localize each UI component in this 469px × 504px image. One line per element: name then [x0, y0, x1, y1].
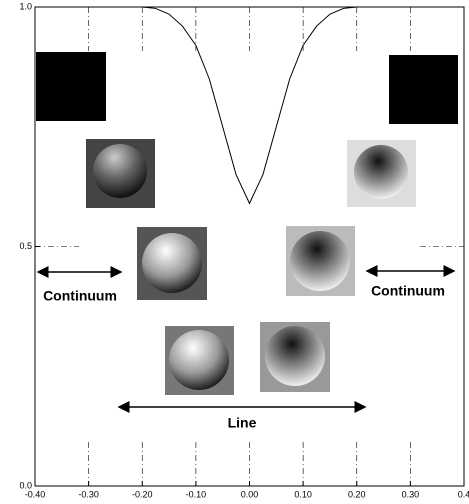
x-tick-label: -0.20: [132, 489, 153, 499]
sphere: [142, 233, 202, 293]
y-tick-label: 0.5: [19, 241, 32, 251]
y-tick-label: 1.0: [19, 1, 32, 11]
line: [142, 6, 357, 205]
x-tick-label: -0.30: [78, 489, 99, 499]
black-square: [389, 55, 458, 124]
sphere: [354, 145, 408, 199]
x-tick-label: 0.20: [348, 489, 366, 499]
sphere: [265, 326, 325, 386]
x-tick-label: -0.40: [25, 489, 46, 499]
x-tick-label: 0.00: [241, 489, 259, 499]
black-square: [36, 52, 106, 121]
x-tick-label: 0.10: [294, 489, 312, 499]
y-tick-label: 0.0: [19, 480, 32, 490]
x-tick-label: 0.4: [458, 489, 469, 499]
sphere: [290, 231, 350, 291]
annotation: Continuum: [43, 288, 117, 304]
annotation: Continuum: [371, 283, 445, 299]
sphere: [93, 144, 147, 198]
sphere: [169, 330, 229, 390]
x-tick-label: 0.30: [402, 489, 420, 499]
x-tick-label: -0.10: [186, 489, 207, 499]
annotation: Line: [228, 415, 257, 431]
